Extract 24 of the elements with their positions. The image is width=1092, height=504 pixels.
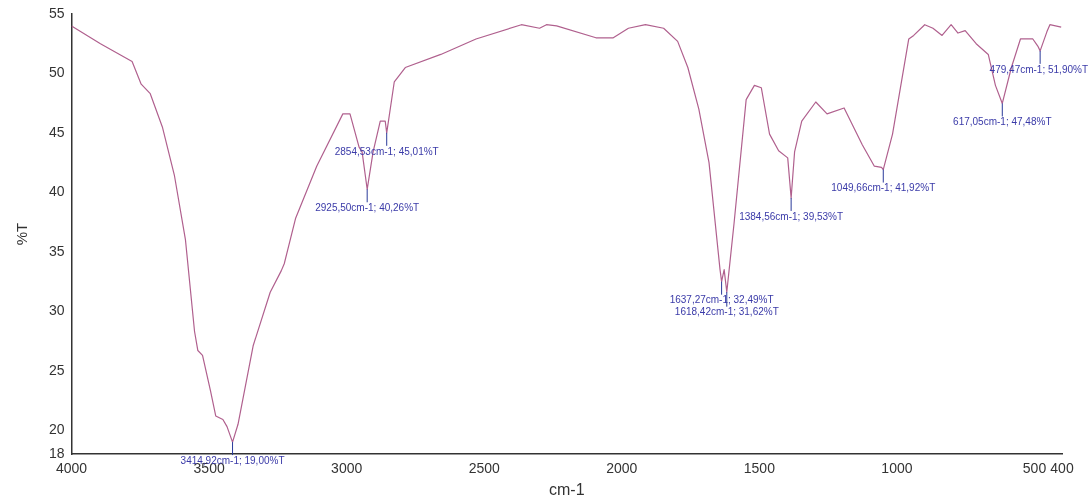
y-tick-label: 45	[48, 123, 65, 140]
x-tick-label: 400	[1050, 460, 1074, 477]
y-tick-label: 50	[48, 64, 65, 81]
annotation: 1384,56cm-1; 39,53%T	[739, 210, 844, 222]
annotation: 617,05cm-1; 47,48%T	[953, 116, 1052, 128]
y-tick-label: 40	[48, 183, 65, 200]
y-tick-label: 20	[48, 421, 65, 438]
x-tick-label: 1500	[743, 460, 776, 477]
y-tick-label: 30	[48, 302, 65, 319]
x-tick-label: 2000	[606, 460, 638, 477]
y-tick-label: 35	[48, 242, 65, 259]
x-tick-label: 2500	[468, 460, 501, 477]
x-tick-label: 1000	[881, 460, 913, 477]
x-tick-label: 500	[1022, 460, 1047, 477]
x-tick-label: 3000	[331, 460, 363, 477]
annotation: 1618,42cm-1; 31,62%T	[674, 306, 779, 318]
x-tick-label: 4000	[55, 460, 88, 477]
y-tick-label: 55	[48, 4, 65, 21]
y-tick-label: 18	[48, 444, 65, 461]
y-axis-title: %T	[13, 222, 31, 246]
y-tick-label: 25	[48, 361, 65, 378]
annotation: 2925,50cm-1; 40,26%T	[315, 202, 420, 214]
x-axis-title: cm-1	[549, 480, 585, 498]
annotation: 1049,66cm-1; 41,92%T	[831, 182, 936, 194]
